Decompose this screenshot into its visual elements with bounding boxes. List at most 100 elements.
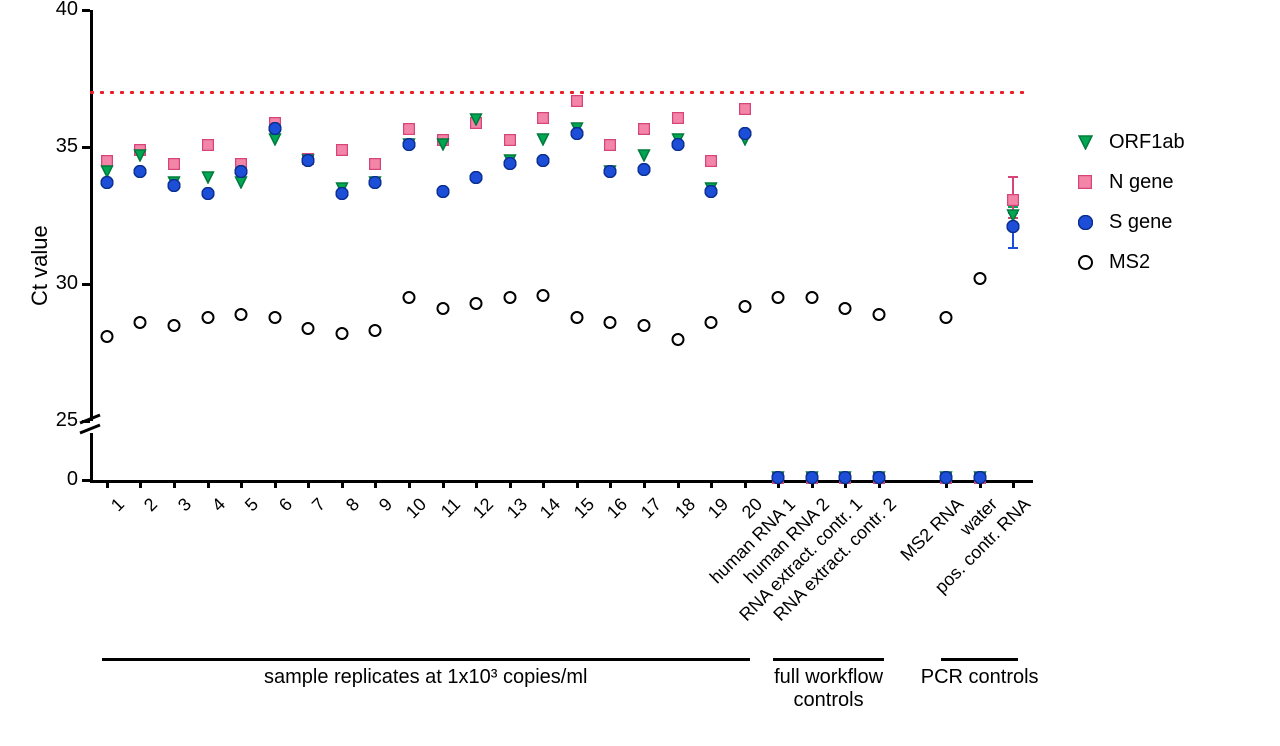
marker-MS2 bbox=[805, 291, 818, 309]
marker-N-gene bbox=[168, 157, 180, 175]
MS2-marker-icon bbox=[1075, 255, 1095, 270]
marker-MS2 bbox=[302, 322, 315, 340]
marker-MS2 bbox=[872, 308, 885, 326]
marker-MS2 bbox=[839, 302, 852, 320]
marker-N-gene bbox=[739, 102, 751, 120]
marker-N-gene bbox=[672, 111, 684, 129]
marker-S-gene bbox=[167, 179, 180, 197]
y-axis-title: Ct value bbox=[27, 186, 53, 306]
legend-label: MS2 bbox=[1109, 251, 1150, 274]
y-axis-upper bbox=[90, 10, 93, 421]
marker-MS2 bbox=[201, 311, 214, 329]
group-bracket bbox=[941, 658, 1018, 661]
x-axis bbox=[90, 480, 1033, 483]
marker-MS2 bbox=[604, 316, 617, 334]
marker-S-gene bbox=[235, 165, 248, 183]
marker-S-gene bbox=[570, 127, 583, 145]
legend-label: ORF1ab bbox=[1109, 131, 1185, 154]
legend: ORF1ab N gene S gene MS2 bbox=[1075, 130, 1185, 290]
marker-MS2 bbox=[503, 291, 516, 309]
axis-break bbox=[89, 418, 119, 445]
marker-S-gene bbox=[369, 176, 382, 194]
y-tick-label: 0 bbox=[40, 468, 78, 491]
marker-MS2 bbox=[940, 311, 953, 329]
marker-N-gene bbox=[604, 138, 616, 156]
marker-MS2 bbox=[738, 300, 751, 318]
marker-ORF1ab bbox=[470, 113, 483, 131]
legend-item: N gene bbox=[1075, 170, 1185, 194]
marker-MS2 bbox=[335, 327, 348, 345]
ct-value-scatter-chart: 025303540Ct value12345678910111213141516… bbox=[0, 0, 1280, 746]
S-gene-marker-icon bbox=[1075, 215, 1095, 230]
N-gene-marker-icon bbox=[1075, 175, 1095, 189]
marker-N-gene bbox=[571, 94, 583, 112]
marker-S-gene bbox=[604, 165, 617, 183]
marker-MS2 bbox=[436, 302, 449, 320]
marker-N-gene bbox=[369, 157, 381, 175]
marker-MS2 bbox=[134, 316, 147, 334]
marker-ORF1ab bbox=[436, 138, 449, 156]
marker-S-gene bbox=[100, 176, 113, 194]
marker-ORF1ab bbox=[537, 133, 550, 151]
group-label: PCR controls bbox=[910, 666, 1050, 689]
group-bracket bbox=[773, 658, 884, 661]
marker-S-gene bbox=[436, 185, 449, 203]
legend-label: N gene bbox=[1109, 171, 1174, 194]
legend-item: S gene bbox=[1075, 210, 1185, 234]
marker-N-gene bbox=[638, 122, 650, 140]
marker-N-gene bbox=[403, 122, 415, 140]
marker-N-gene bbox=[537, 111, 549, 129]
marker-MS2 bbox=[402, 291, 415, 309]
marker-N-gene bbox=[336, 143, 348, 161]
marker-MS2 bbox=[671, 333, 684, 351]
marker-ORF1ab bbox=[201, 171, 214, 189]
marker-S-gene bbox=[637, 163, 650, 181]
legend-label: S gene bbox=[1109, 211, 1172, 234]
ORF1ab-marker-icon bbox=[1075, 135, 1095, 150]
marker-S-gene bbox=[470, 171, 483, 189]
marker-MS2 bbox=[268, 311, 281, 329]
marker-MS2 bbox=[637, 319, 650, 337]
marker-S-gene bbox=[302, 154, 315, 172]
marker-S-gene bbox=[268, 122, 281, 140]
marker-S-gene bbox=[805, 471, 818, 489]
marker-S-gene bbox=[201, 187, 214, 205]
y-tick-label: 25 bbox=[40, 409, 78, 432]
marker-N-gene bbox=[705, 154, 717, 172]
marker-S-gene bbox=[335, 187, 348, 205]
marker-S-gene bbox=[738, 127, 751, 145]
marker-S-gene bbox=[839, 471, 852, 489]
y-tick-label: 40 bbox=[40, 0, 78, 21]
marker-MS2 bbox=[537, 289, 550, 307]
group-label: sample replicates at 1x10³ copies/ml bbox=[102, 666, 750, 689]
marker-MS2 bbox=[570, 311, 583, 329]
marker-S-gene bbox=[705, 185, 718, 203]
marker-S-gene bbox=[973, 471, 986, 489]
group-bracket bbox=[102, 658, 750, 661]
marker-MS2 bbox=[100, 330, 113, 348]
marker-N-gene bbox=[202, 138, 214, 156]
marker-S-gene bbox=[537, 154, 550, 172]
marker-ORF1ab bbox=[134, 149, 147, 167]
marker-MS2 bbox=[470, 297, 483, 315]
marker-S-gene bbox=[671, 138, 684, 156]
marker-S-gene bbox=[772, 471, 785, 489]
marker-MS2 bbox=[235, 308, 248, 326]
legend-item: ORF1ab bbox=[1075, 130, 1185, 154]
marker-MS2 bbox=[369, 324, 382, 342]
marker-S-gene bbox=[402, 138, 415, 156]
marker-N-gene bbox=[504, 133, 516, 151]
marker-MS2 bbox=[973, 272, 986, 290]
marker-S-gene bbox=[1007, 220, 1020, 238]
y-tick-label: 35 bbox=[40, 135, 78, 158]
marker-S-gene bbox=[503, 157, 516, 175]
marker-S-gene bbox=[134, 165, 147, 183]
marker-S-gene bbox=[940, 471, 953, 489]
marker-MS2 bbox=[167, 319, 180, 337]
legend-item: MS2 bbox=[1075, 250, 1185, 274]
marker-MS2 bbox=[705, 316, 718, 334]
marker-S-gene bbox=[872, 471, 885, 489]
marker-MS2 bbox=[772, 291, 785, 309]
group-label: full workflow controls bbox=[759, 666, 899, 712]
marker-N-gene bbox=[1007, 193, 1019, 211]
